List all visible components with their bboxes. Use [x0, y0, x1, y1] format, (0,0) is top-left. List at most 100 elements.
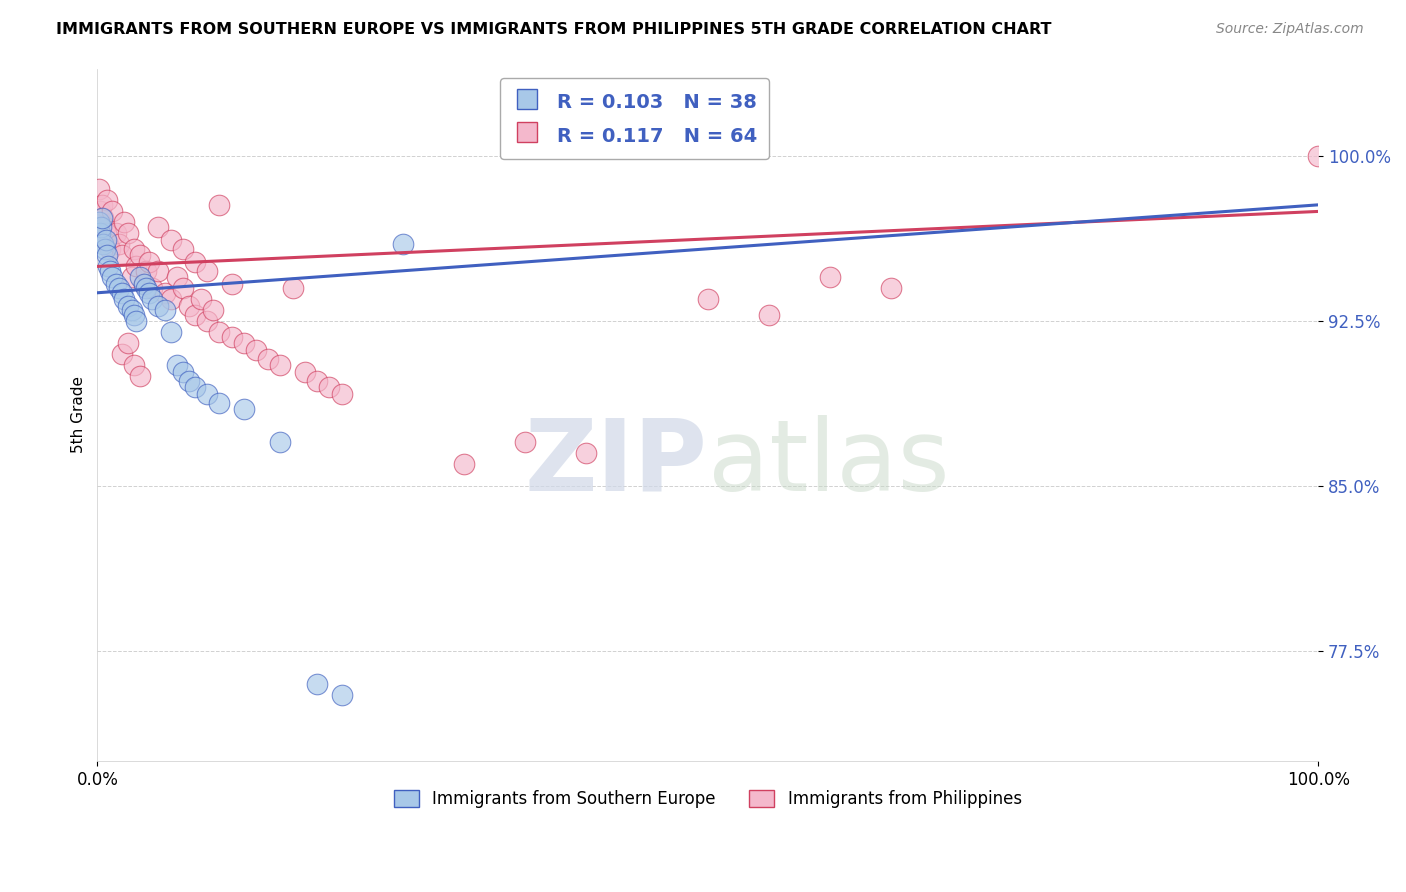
Point	[575, 446, 598, 460]
Point	[195, 264, 218, 278]
Point	[513, 435, 536, 450]
Point	[93, 242, 115, 256]
Legend: Immigrants from Southern Europe, Immigrants from Philippines: Immigrants from Southern Europe, Immigra…	[387, 783, 1028, 815]
Point	[184, 308, 207, 322]
Point	[269, 435, 291, 450]
Point	[96, 248, 118, 262]
Point	[89, 204, 111, 219]
Point	[101, 270, 124, 285]
Point	[307, 374, 329, 388]
Point	[141, 281, 163, 295]
Point	[135, 281, 157, 295]
Point	[117, 299, 139, 313]
Point	[125, 314, 148, 328]
Point	[232, 336, 254, 351]
Point	[330, 387, 353, 401]
Point	[87, 182, 110, 196]
Point	[122, 242, 145, 256]
Point	[232, 402, 254, 417]
Point	[111, 285, 134, 300]
Point	[166, 359, 188, 373]
Point	[97, 260, 120, 274]
Point	[453, 457, 475, 471]
Point	[159, 326, 181, 340]
Point	[195, 387, 218, 401]
Point	[121, 270, 143, 285]
Point	[138, 255, 160, 269]
Point	[245, 343, 267, 357]
Point	[159, 293, 181, 307]
Point	[159, 233, 181, 247]
Point	[294, 365, 316, 379]
Point	[87, 215, 110, 229]
Point	[122, 359, 145, 373]
Point	[818, 270, 841, 285]
Point	[104, 277, 127, 291]
Point	[172, 281, 194, 295]
Point	[148, 219, 170, 234]
Point	[184, 380, 207, 394]
Point	[108, 281, 131, 295]
Point	[281, 281, 304, 295]
Point	[90, 215, 112, 229]
Point	[112, 293, 135, 307]
Text: IMMIGRANTS FROM SOUTHERN EUROPE VS IMMIGRANTS FROM PHILIPPINES 5TH GRADE CORRELA: IMMIGRANTS FROM SOUTHERN EUROPE VS IMMIG…	[56, 22, 1052, 37]
Point	[129, 270, 152, 285]
Point	[93, 237, 115, 252]
Point	[172, 242, 194, 256]
Point	[141, 293, 163, 307]
Point	[153, 303, 176, 318]
Point	[177, 374, 200, 388]
Point	[269, 359, 291, 373]
Point	[202, 303, 225, 318]
Point	[330, 688, 353, 702]
Point	[307, 677, 329, 691]
Text: atlas: atlas	[707, 415, 949, 512]
Point	[111, 248, 134, 262]
Point	[117, 336, 139, 351]
Point	[758, 308, 780, 322]
Point	[138, 285, 160, 300]
Point	[135, 264, 157, 278]
Point	[98, 242, 121, 256]
Point	[172, 365, 194, 379]
Point	[148, 299, 170, 313]
Point	[91, 198, 114, 212]
Point	[90, 219, 112, 234]
Y-axis label: 5th Grade: 5th Grade	[72, 376, 86, 453]
Point	[148, 264, 170, 278]
Point	[184, 255, 207, 269]
Point	[177, 299, 200, 313]
Point	[121, 303, 143, 318]
Point	[153, 285, 176, 300]
Point	[190, 293, 212, 307]
Point	[104, 227, 127, 241]
Point	[208, 326, 231, 340]
Point	[108, 237, 131, 252]
Point	[880, 281, 903, 295]
Point	[111, 347, 134, 361]
Point	[112, 215, 135, 229]
Point	[132, 277, 155, 291]
Point	[1308, 149, 1330, 163]
Point	[94, 227, 117, 241]
Point	[125, 260, 148, 274]
Point	[257, 351, 280, 366]
Point	[391, 237, 413, 252]
Point	[93, 211, 115, 225]
Point	[208, 395, 231, 409]
Point	[101, 204, 124, 219]
Point	[97, 237, 120, 252]
Point	[98, 264, 121, 278]
Point	[696, 293, 718, 307]
Point	[96, 194, 118, 208]
Point	[122, 308, 145, 322]
Point	[129, 369, 152, 384]
Point	[318, 380, 340, 394]
Point	[93, 219, 115, 234]
Text: Source: ZipAtlas.com: Source: ZipAtlas.com	[1216, 22, 1364, 37]
Point	[195, 314, 218, 328]
Point	[166, 270, 188, 285]
Point	[132, 277, 155, 291]
Point	[89, 227, 111, 241]
